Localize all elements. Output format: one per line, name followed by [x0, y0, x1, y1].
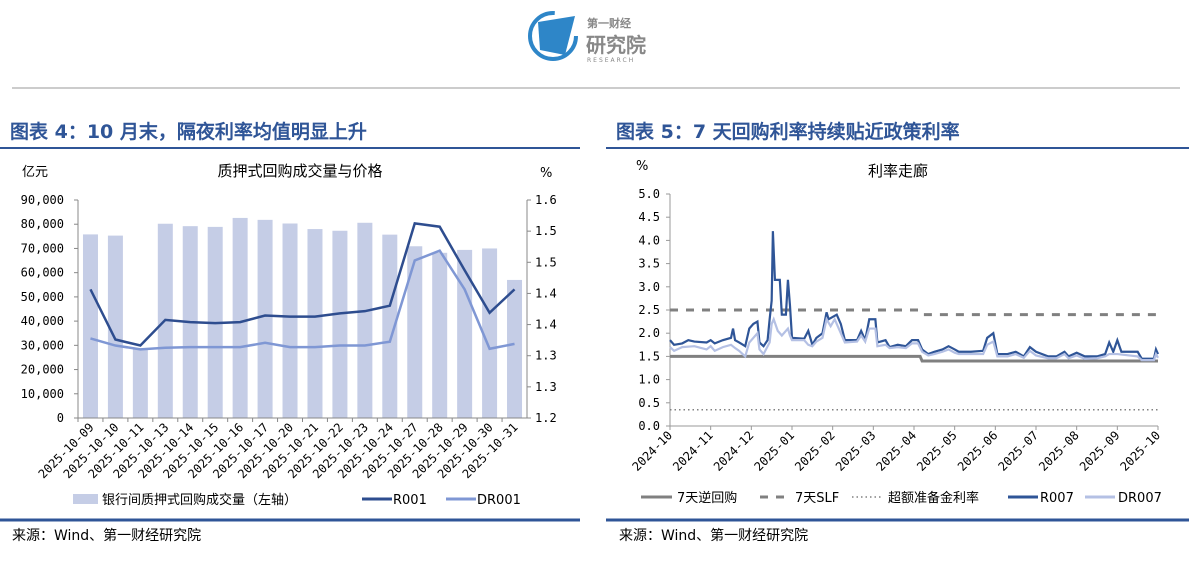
left-y-tick-label: 70,000	[21, 241, 64, 255]
x-tick-label: 2025-09	[1077, 428, 1123, 474]
left-chart-title: 质押式回购成交量与价格	[217, 162, 382, 180]
x-tick-label: 2024-12	[711, 428, 757, 474]
volume-bar	[132, 348, 148, 418]
right-y-tick-label: 1.3	[535, 380, 557, 394]
legend-label-volume: 银行间质押式回购成交量（左轴）	[102, 492, 297, 508]
x-tick-label: 2025-10	[1117, 428, 1163, 474]
series-line-0	[670, 354, 1158, 363]
right-chart-title: 利率走廊	[868, 162, 928, 180]
y-tick-label: 2.5	[638, 303, 660, 317]
left-y-unit: 亿元	[22, 165, 48, 180]
volume-bar	[332, 230, 348, 418]
x-tick-label: 2025-02	[792, 428, 838, 474]
volume-bar	[232, 217, 248, 418]
y-tick-label: 4.5	[638, 210, 660, 224]
left-y-tick-label: 0	[57, 411, 64, 425]
line-dr001	[90, 249, 515, 351]
volume-bar	[457, 249, 473, 418]
right-chart: 利率走廊 % 0.0 0.5 1.0 1.5 2.0 2.5 3.0 3.5 4.0 4.5 5.0…	[629, 159, 1163, 506]
series-line-4	[669, 316, 1159, 362]
x-tick-label: 2025-04	[873, 428, 919, 474]
right-y-tick-label: 1.2	[535, 411, 557, 425]
right-y-tick-label: 1.6	[535, 193, 557, 207]
legend-label-r001: R001	[393, 493, 427, 508]
x-tick-label: 2025-05	[914, 428, 960, 474]
logo-line2: 研究院	[586, 33, 646, 57]
x-tick-label: 2024-11	[670, 428, 716, 474]
logo: 第一财经 研究院 RESEARCH	[528, 11, 646, 64]
legend-label-slf: 7天SLF	[795, 491, 839, 506]
y-tick-label: 5.0	[638, 187, 660, 201]
right-legend: 7天逆回购 7天SLF 超额准备金利率 R007 DR007	[641, 490, 1162, 506]
y-tick-label: 1.5	[638, 349, 660, 363]
legend-swatch-volume	[73, 494, 98, 504]
volume-bar	[382, 234, 398, 418]
right-y-unit: %	[540, 166, 552, 181]
right-source-note: 来源：Wind、第一财经研究院	[619, 527, 808, 544]
y-tick-label: 3.5	[638, 257, 660, 271]
volume-bar	[82, 234, 98, 418]
left-y-tick-label: 10,000	[21, 387, 64, 401]
left-y-tick-label: 50,000	[21, 290, 64, 304]
left-y-tick-label: 60,000	[21, 266, 64, 280]
logo-line1: 第一财经	[587, 16, 631, 30]
volume-bar	[507, 279, 523, 418]
y-tick-label: 0.0	[638, 419, 660, 433]
right-chart-y-unit: %	[636, 159, 648, 174]
x-tick-label: 2025-07	[995, 428, 1041, 474]
logo-line3: RESEARCH	[587, 57, 635, 64]
left-y-tick-label: 30,000	[21, 338, 64, 352]
x-tick-label: 2025-06	[955, 428, 1001, 474]
volume-bar	[407, 246, 423, 418]
right-y-tick-label: 1.4	[535, 286, 557, 300]
x-tick-label: 2024-10	[629, 428, 675, 474]
volume-bar	[282, 223, 298, 418]
legend-label-r007: R007	[1040, 491, 1074, 506]
left-legend: 银行间质押式回购成交量（左轴） R001 DR001	[73, 492, 521, 508]
legend-label-dr001: DR001	[477, 493, 521, 508]
x-tick-label: 2025-03	[833, 428, 879, 474]
line-r001	[89, 222, 516, 347]
left-y-tick-label: 40,000	[21, 314, 64, 328]
legend-label-reverse-repo: 7天逆回购	[677, 490, 737, 506]
logo-mark-icon	[538, 16, 575, 55]
left-chart: 质押式回购成交量与价格 亿元 % 0 10,000 20,000 30,000 40,0…	[21, 162, 557, 508]
right-section-title: 图表 5：7 天回购利率持续贴近政策利率	[616, 120, 960, 143]
volume-bar	[357, 222, 373, 418]
y-tick-label: 3.0	[638, 280, 660, 294]
volume-bar	[482, 248, 498, 418]
legend-label-dr007: DR007	[1118, 491, 1162, 506]
left-y-tick-label: 90,000	[21, 193, 64, 207]
left-y-tick-label: 80,000	[21, 217, 64, 231]
y-tick-label: 4.0	[638, 233, 660, 247]
right-y-tick-label: 1.3	[535, 349, 557, 363]
left-source-note: 来源：Wind、第一财经研究院	[12, 527, 201, 544]
x-tick-label: 2025-01	[751, 428, 797, 474]
y-tick-label: 2.0	[638, 326, 660, 340]
x-tick-label: 2025-08	[1036, 428, 1082, 474]
right-y-tick-label: 1.4	[535, 318, 557, 332]
volume-bar	[107, 235, 123, 418]
volume-bar	[432, 252, 448, 418]
y-tick-label: 0.5	[638, 396, 660, 410]
right-y-tick-label: 1.5	[535, 224, 557, 238]
right-y-tick-label: 1.5	[535, 255, 557, 269]
left-section-title: 图表 4：10 月末，隔夜利率均值明显上升	[10, 120, 367, 143]
logo-ring-icon	[528, 11, 578, 61]
legend-label-excess-reserve: 超额准备金利率	[888, 490, 979, 506]
series-line-1	[670, 308, 1158, 317]
volume-bar	[307, 229, 323, 418]
volume-bar	[257, 219, 273, 418]
y-tick-label: 1.0	[638, 373, 660, 387]
left-y-tick-label: 20,000	[21, 363, 64, 377]
series-line-3	[669, 231, 1160, 360]
